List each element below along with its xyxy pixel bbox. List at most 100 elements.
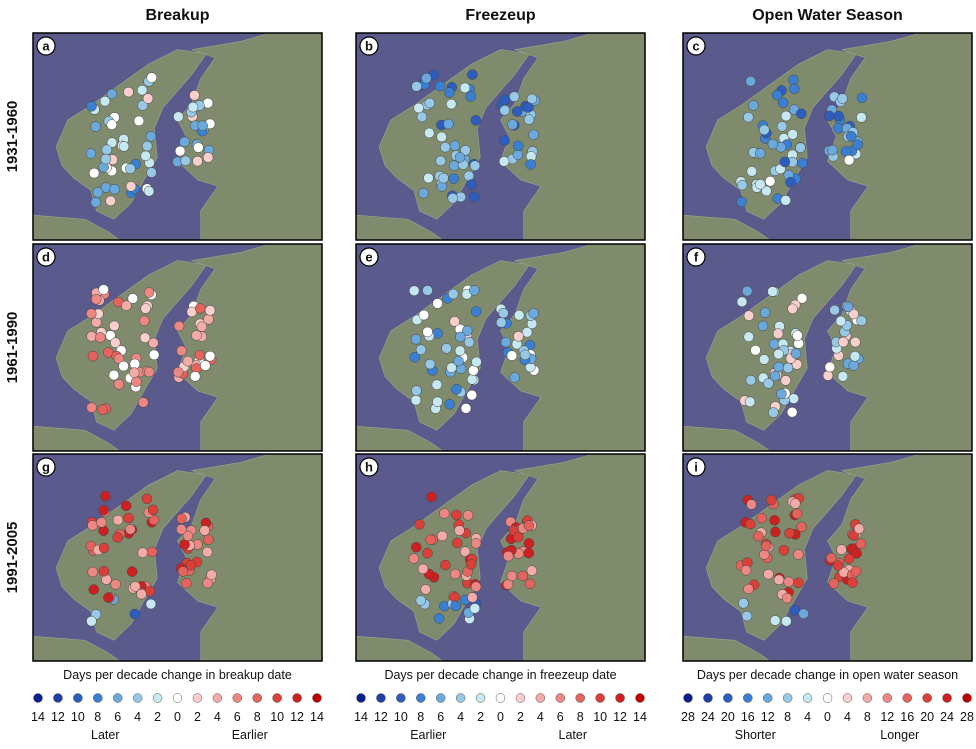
station-dot [127, 567, 137, 577]
station-dot [781, 616, 791, 626]
station-dot [520, 350, 530, 360]
row-label: 1991-2005 [4, 522, 21, 594]
station-dot [439, 508, 449, 518]
station-dot [114, 379, 124, 389]
station-dot [448, 289, 458, 299]
station-dot [409, 286, 419, 296]
station-dot [827, 145, 837, 155]
station-dot [759, 354, 769, 364]
station-dot [825, 362, 835, 372]
station-dot [455, 332, 465, 342]
station-dot [148, 505, 158, 515]
station-dot [437, 531, 447, 541]
legend-tick: 8 [784, 710, 791, 724]
station-dot [853, 140, 863, 150]
station-dot [450, 141, 460, 151]
legend-dot [253, 694, 262, 703]
station-dot [124, 513, 134, 523]
station-dot [103, 593, 113, 603]
station-dot [432, 380, 442, 390]
station-dot [837, 545, 847, 555]
station-dot [461, 403, 471, 413]
station-dot [776, 389, 786, 399]
legend-dot [636, 694, 645, 703]
legend-tick: 4 [844, 710, 851, 724]
legend-tick: 20 [920, 710, 934, 724]
station-dot [435, 81, 445, 91]
legend-dot [743, 694, 752, 703]
station-dot [834, 111, 844, 121]
station-dot [763, 569, 773, 579]
station-dot [102, 145, 112, 155]
station-dot [787, 407, 797, 417]
station-dot [841, 146, 851, 156]
legend-tick: 4 [457, 710, 464, 724]
station-dot [440, 142, 450, 152]
station-dot [443, 119, 453, 129]
station-dot [512, 107, 522, 117]
station-dot [134, 116, 144, 126]
legend-tick: 10 [394, 710, 408, 724]
column-title: Open Water Season [752, 7, 903, 24]
legend-dot [313, 694, 322, 703]
legend-dot [536, 694, 545, 703]
station-dot [423, 327, 433, 337]
legend-tick: 28 [681, 710, 695, 724]
legend-dot [73, 694, 82, 703]
station-dot [838, 371, 848, 381]
legend-left-label: Shorter [735, 728, 776, 742]
station-dot [129, 368, 139, 378]
station-dot [464, 337, 474, 347]
station-dot [745, 519, 755, 529]
station-dot [792, 509, 802, 519]
station-dot [742, 611, 752, 621]
station-dot [173, 367, 183, 377]
station-dot [737, 180, 747, 190]
legend-tick: 14 [310, 710, 324, 724]
legend-dot [596, 694, 605, 703]
panel-letter: e [365, 250, 372, 265]
station-dot [142, 494, 152, 504]
station-dot [777, 121, 787, 131]
station-dot [411, 395, 421, 405]
station-dot [411, 334, 421, 344]
station-dot [144, 288, 154, 298]
map-panel: e [356, 244, 645, 451]
legend-right-label: Earlier [232, 728, 268, 742]
panel-letter: d [42, 250, 50, 265]
legend-tick: 2 [517, 710, 524, 724]
station-dot [89, 585, 99, 595]
legend-dot [843, 694, 852, 703]
map-panel: i [683, 454, 972, 661]
legend-tick: 14 [354, 710, 368, 724]
station-dot [205, 305, 215, 315]
station-dot [183, 356, 193, 366]
legend-dot [783, 694, 792, 703]
station-dot [795, 143, 805, 153]
legend-tick: 10 [71, 710, 85, 724]
station-dot [500, 135, 510, 145]
station-dot [857, 316, 867, 326]
legend-tick: 4 [804, 710, 811, 724]
station-dot [737, 197, 747, 207]
station-dot [737, 297, 747, 307]
legend-dot [476, 694, 485, 703]
station-dot [439, 173, 449, 183]
legend-right-label: Later [559, 728, 588, 742]
station-dot [436, 156, 446, 166]
station-dot [91, 122, 101, 132]
station-dot [188, 102, 198, 112]
station-dot [774, 349, 784, 359]
legend-title: Days per decade change in open water sea… [697, 668, 958, 682]
station-dot [445, 399, 455, 409]
station-dot [529, 130, 539, 140]
station-dot [421, 584, 431, 594]
legend-left-label: Earlier [410, 728, 446, 742]
station-dot [426, 535, 436, 545]
station-dot [113, 515, 123, 525]
station-dot [95, 332, 105, 342]
panel-letter: g [42, 460, 50, 475]
station-dot [99, 566, 109, 576]
station-dot [121, 501, 131, 511]
legend-dot [923, 694, 932, 703]
